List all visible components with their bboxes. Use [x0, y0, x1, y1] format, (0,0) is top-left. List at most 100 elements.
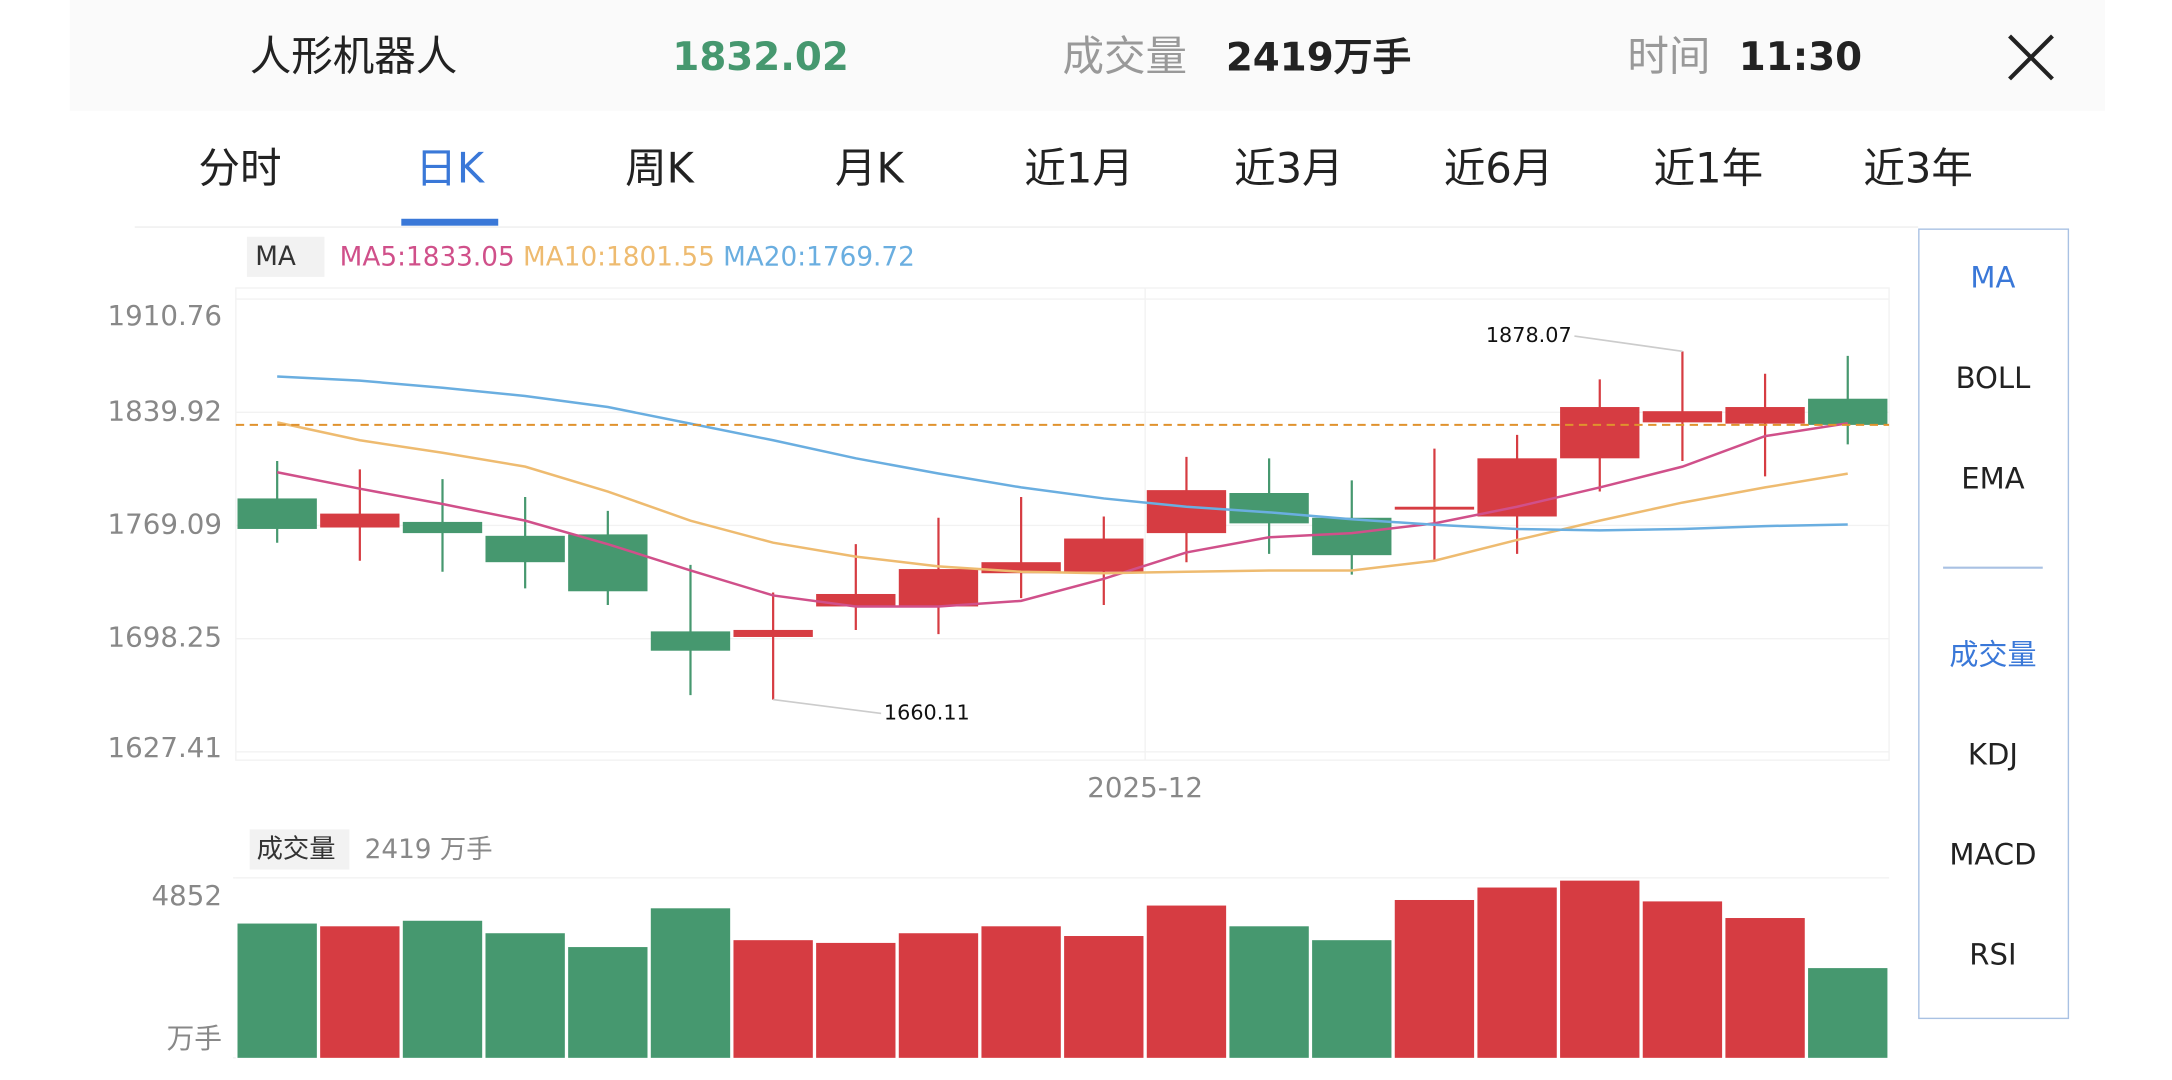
volume-bar — [568, 947, 648, 1058]
candle-body — [1560, 407, 1640, 459]
volume-bar — [1394, 899, 1475, 1058]
candle-body — [733, 629, 813, 637]
candle-body — [485, 535, 565, 563]
side-item[interactable]: 成交量 — [1949, 637, 2036, 671]
volume-legend-unit: 万手 — [440, 835, 493, 865]
volume-bar — [1312, 940, 1392, 1058]
candle-body — [816, 593, 896, 607]
y-tick-label: 4852 — [152, 879, 222, 912]
volume-bar — [981, 926, 1061, 1058]
tab[interactable]: 日K — [415, 144, 486, 193]
tab[interactable]: 月K — [835, 144, 906, 193]
volume-value: 2419万手 — [1226, 35, 1411, 80]
volume-legend: 2419 万手 — [365, 835, 493, 865]
tab-underline — [401, 218, 499, 226]
ma-line — [276, 421, 1848, 575]
candle-body — [1725, 407, 1805, 424]
low-annotation: 1660.11 — [884, 700, 970, 724]
tab[interactable]: 分时 — [198, 144, 281, 193]
volume-bar — [733, 940, 813, 1058]
candle-body — [237, 498, 317, 529]
side-item[interactable]: EMA — [1961, 461, 2024, 495]
ma-legend: MA5:1833.05 MA10:1801.55 MA20:1769.72 — [340, 242, 915, 272]
candle-body — [1312, 517, 1392, 556]
side-item[interactable]: BOLL — [1956, 361, 2031, 395]
tab[interactable]: 近1月 — [1024, 144, 1133, 193]
x-tick-label: 2025-12 — [1087, 771, 1203, 804]
side-item[interactable]: RSI — [1969, 938, 2016, 972]
close-button[interactable] — [2008, 34, 2054, 81]
volume-number: 2419 — [1226, 35, 1334, 80]
volume-title: 成交量 — [257, 835, 336, 865]
high-annotation: 1878.07 — [1486, 323, 1572, 347]
volume-legend-value: 2419 — [365, 835, 432, 865]
volume-bar — [1064, 936, 1144, 1058]
candle-body — [1229, 492, 1309, 524]
volume-bar — [816, 942, 896, 1058]
volume-bar — [1146, 905, 1227, 1058]
legend-separator: : — [597, 242, 606, 272]
volume-bar — [402, 920, 483, 1058]
candle-body — [320, 513, 400, 528]
y-tick-label: 1839.92 — [108, 394, 222, 427]
volume-bar — [1229, 926, 1309, 1058]
volume-bar — [898, 933, 979, 1058]
price: 1832.02 — [672, 35, 849, 80]
candle-body — [1642, 411, 1723, 423]
candle-body — [981, 562, 1061, 574]
volume-bar — [650, 908, 731, 1058]
volume-bar — [1808, 968, 1888, 1058]
legend-value: 1833.05 — [406, 242, 515, 272]
tab[interactable]: 近3月 — [1234, 144, 1343, 193]
volume-bar — [1477, 887, 1557, 1058]
legend-separator: : — [397, 242, 406, 272]
y-tick-label: 1910.76 — [108, 299, 222, 332]
time: 11:30 — [1739, 35, 1862, 80]
candle-body — [898, 569, 979, 607]
volume-bar — [1560, 880, 1640, 1058]
candle-body — [1064, 538, 1144, 572]
volume-bar — [320, 926, 400, 1058]
y-tick-label: 1627.41 — [108, 731, 222, 764]
volume-bar — [485, 933, 565, 1058]
y-tick-label: 万手 — [167, 1022, 222, 1055]
indicator-box — [246, 236, 325, 277]
volume-bar — [237, 923, 317, 1058]
ma-line — [277, 375, 1848, 532]
volume-bar — [1642, 901, 1723, 1058]
side-panel — [1918, 228, 2070, 1020]
tab[interactable]: 近3年 — [1863, 144, 1972, 193]
tab[interactable]: 近1年 — [1654, 144, 1763, 193]
volume-bar — [1725, 918, 1805, 1058]
y-tick-label: 1769.09 — [108, 507, 222, 540]
candle-body — [650, 631, 731, 651]
plot-frame — [235, 287, 1890, 761]
side-item[interactable]: MA — [1970, 261, 2015, 295]
volume-unit: 万手 — [1334, 35, 1412, 80]
ma-line — [276, 422, 1848, 608]
annotation-leader — [1574, 335, 1683, 353]
candle-body — [1808, 398, 1888, 425]
volume-box — [249, 829, 350, 870]
candle-body — [1394, 506, 1475, 510]
indicator-name: MA — [255, 242, 296, 272]
volume-label: 成交量 — [1062, 32, 1187, 81]
y-tick-label: 1698.25 — [108, 621, 222, 654]
legend-name: MA10 — [523, 242, 597, 272]
annotation-leader — [773, 698, 882, 715]
candles — [237, 351, 1888, 700]
candle-body — [402, 521, 483, 534]
tab[interactable]: 周K — [625, 144, 696, 193]
legend-separator: : — [797, 242, 806, 272]
legend-name: MA5 — [340, 242, 397, 272]
tab[interactable]: 近6月 — [1444, 144, 1553, 193]
stock-name: 人形机器人 — [250, 32, 458, 81]
side-item[interactable]: MACD — [1949, 838, 2036, 872]
time-label: 时间 — [1627, 32, 1710, 81]
legend-value: 1769.72 — [806, 242, 915, 272]
legend-name: MA20 — [723, 242, 797, 272]
side-item[interactable]: KDJ — [1968, 737, 2018, 771]
header-bar — [69, 0, 2106, 111]
